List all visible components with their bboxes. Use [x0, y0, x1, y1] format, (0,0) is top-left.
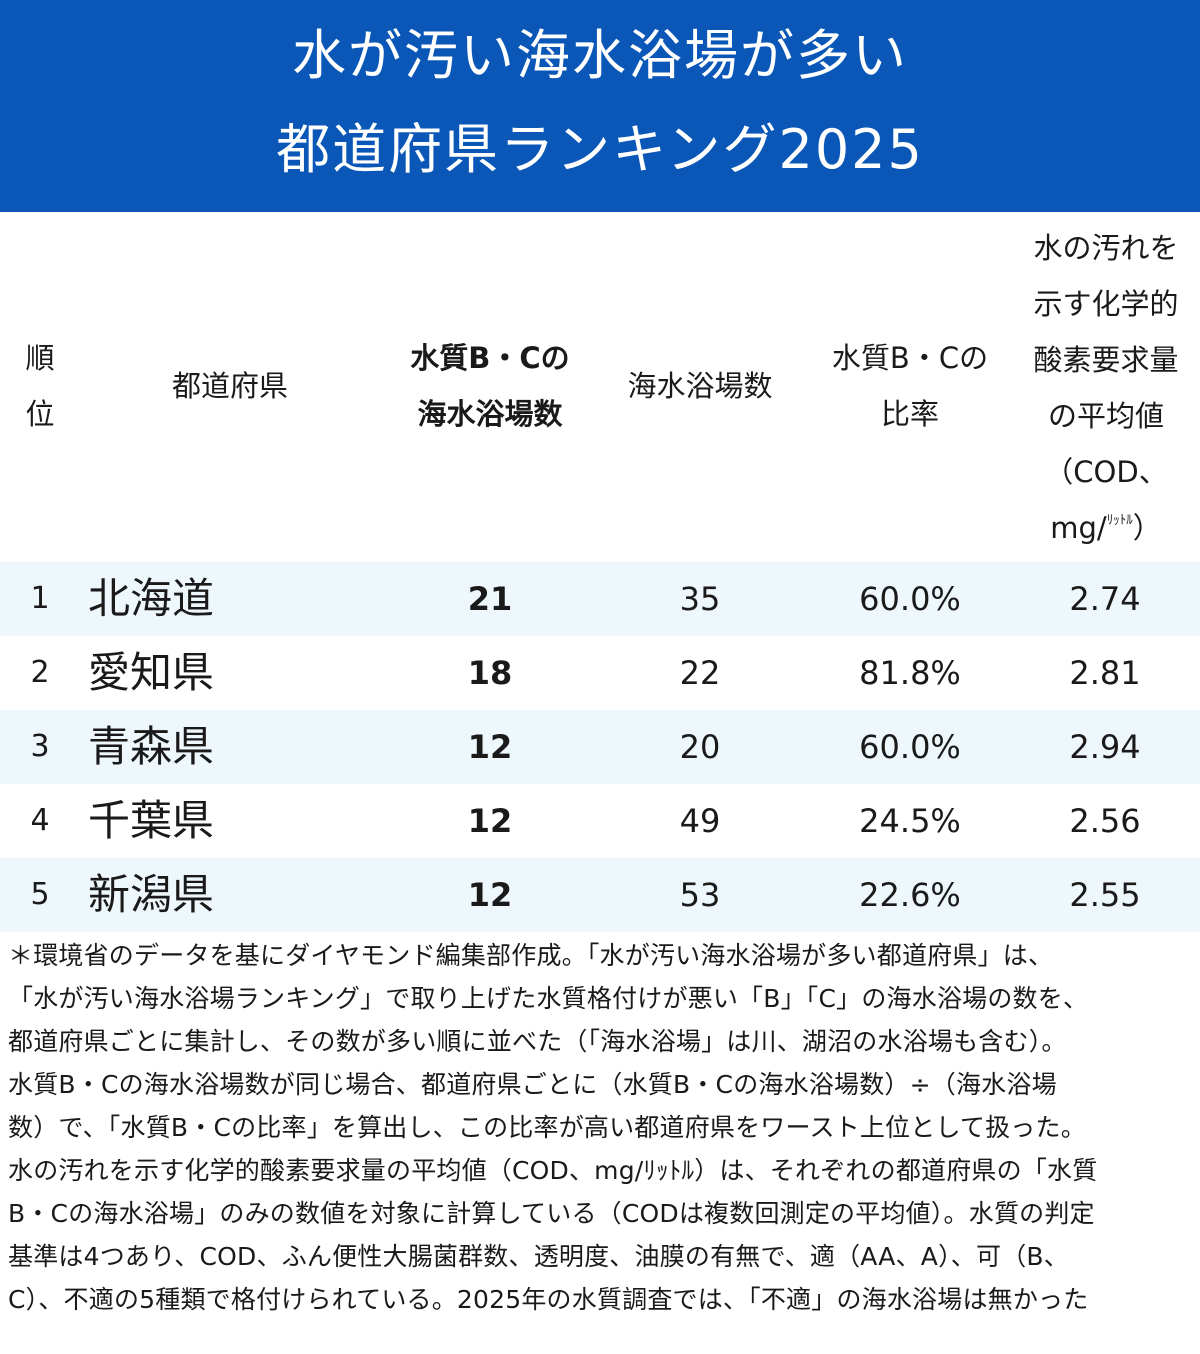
- cod-cell: 2.56: [1069, 802, 1141, 840]
- total-cell: 20: [679, 728, 721, 766]
- column-header-prefecture: 都道府県: [171, 369, 288, 403]
- column-header-cod: 水の汚れを 示す化学的 酸素要求量 の平均値 （COD、 mg/ﾘｯﾄﾙ）: [1033, 231, 1179, 545]
- bc-count-cell: 12: [467, 728, 513, 766]
- bc-count-cell: 12: [467, 876, 513, 914]
- column-header-total: 海水浴場数: [627, 369, 773, 403]
- footnote-line: 水の汚れを示す化学的酸素要求量の平均値（COD、mg/ﾘｯﾄﾙ）は、それぞれの都…: [8, 1156, 1098, 1185]
- cod-cell: 2.55: [1069, 876, 1141, 914]
- table-row: 4 千葉県 12 49 24.5% 2.56: [0, 784, 1200, 858]
- total-cell: 49: [679, 802, 721, 840]
- footnote-line: 都道府県ごとに集計し、その数が多い順に並べた（「海水浴場」は川、湖沼の水浴場も含…: [8, 1027, 1067, 1056]
- title-line-1: 水が汚い海水浴場が多い: [292, 24, 908, 87]
- prefecture-cell: 愛知県: [88, 648, 215, 697]
- bc-count-cell: 12: [467, 802, 513, 840]
- table-row: 3 青森県 12 20 60.0% 2.94: [0, 710, 1200, 784]
- rank-cell: 3: [30, 729, 50, 764]
- prefecture-cell: 青森県: [88, 722, 215, 771]
- cod-cell: 2.74: [1069, 580, 1141, 618]
- ratio-cell: 60.0%: [859, 728, 961, 766]
- footnote-line: 水質B・Cの海水浴場数が同じ場合、都道府県ごとに（水質B・Cの海水浴場数）÷（海…: [8, 1070, 1057, 1099]
- prefecture-cell: 北海道: [88, 574, 215, 623]
- column-header-rank: 順 位: [25, 341, 55, 431]
- rank-cell: 2: [30, 655, 50, 690]
- footnote-line: 数）で、「水質B・Cの比率」を算出し、この比率が高い都道府県をワースト上位として…: [8, 1113, 1086, 1142]
- footnote-line: 基準は4つあり、COD、ふん便性大腸菌群数、透明度、油膜の有無で、適（AA、A）…: [8, 1242, 1069, 1271]
- total-cell: 35: [679, 580, 721, 618]
- prefecture-cell: 新潟県: [88, 870, 215, 919]
- unit-liter: ﾘｯﾄﾙ: [1106, 513, 1133, 528]
- rank-cell: 5: [30, 877, 50, 912]
- rank-cell: 4: [30, 803, 50, 838]
- title-banner: 水が汚い海水浴場が多い 都道府県ランキング2025: [0, 0, 1200, 212]
- ratio-cell: 60.0%: [859, 580, 961, 618]
- footnote-line: C）、不適の5種類で格付けられている。2025年の水質調査では、「不適」の海水浴…: [8, 1285, 1089, 1314]
- cod-cell: 2.94: [1069, 728, 1141, 766]
- rank-cell: 1: [30, 581, 50, 616]
- cod-cell: 2.81: [1069, 654, 1141, 692]
- title-line-2: 都道府県ランキング2025: [276, 118, 924, 181]
- column-header-bc-count: 水質B・Cの 海水浴場数: [410, 341, 570, 431]
- ratio-cell: 22.6%: [859, 876, 961, 914]
- table-row: 5 新潟県 12 53 22.6% 2.55: [0, 858, 1200, 932]
- bc-count-cell: 18: [467, 654, 513, 692]
- prefecture-cell: 千葉県: [88, 796, 215, 845]
- total-cell: 53: [679, 876, 721, 914]
- table-row: 1 北海道 21 35 60.0% 2.74: [0, 562, 1200, 636]
- footnote-line: 「水が汚い海水浴場ランキング」で取り上げた水質格付けが悪い「B」「C」の海水浴場…: [8, 984, 1089, 1013]
- footnote-line: B・Cの海水浴場」のみの数値を対象に計算している（CODは複数回測定の平均値）。…: [8, 1199, 1095, 1228]
- footnote: ＊環境省のデータを基にダイヤモンド編集部作成。「水が汚い海水浴場が多い都道府県」…: [8, 934, 1194, 1321]
- ratio-cell: 24.5%: [859, 802, 961, 840]
- bc-count-cell: 21: [467, 580, 513, 618]
- ratio-cell: 81.8%: [859, 654, 961, 692]
- column-header-ratio: 水質B・Cの 比率: [831, 341, 989, 431]
- table-row: 2 愛知県 18 22 81.8% 2.81: [0, 636, 1200, 710]
- total-cell: 22: [679, 654, 721, 692]
- footnote-line: ＊環境省のデータを基にダイヤモンド編集部作成。「水が汚い海水浴場が多い都道府県」…: [8, 941, 1054, 970]
